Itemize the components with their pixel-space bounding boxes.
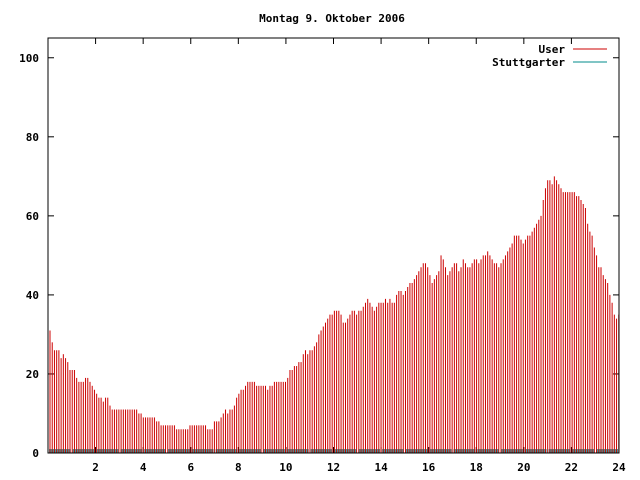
x-tick-label: 6 [187,461,194,474]
series-user [49,176,620,453]
x-tick-label: 20 [517,461,530,474]
x-tick-label: 10 [279,461,292,474]
y-tick-label: 20 [26,368,39,381]
stuttgarter-bar [453,449,476,453]
y-tick-label: 60 [26,210,39,223]
x-tick-label: 18 [470,461,483,474]
plot-frame [47,37,620,454]
stuttgarter-bar [548,449,571,453]
stuttgarter-bar [49,449,71,453]
x-tick-label: 16 [422,461,436,474]
stuttgarter-bar [310,449,333,453]
chart-title: Montag 9. Oktober 2006 [259,12,405,25]
y-axis: 0 20 40 60 80 100 [19,52,619,460]
stuttgarter-bar [191,449,214,453]
x-tick-label: 14 [374,461,388,474]
y-tick-label: 40 [26,289,39,302]
y-tick-label: 80 [26,131,39,144]
x-tick-label: 12 [327,461,340,474]
stuttgarter-bar [596,449,618,453]
x-tick-label: 24 [612,461,626,474]
y-tick-label: 0 [32,447,39,460]
legend-label-stuttgarter: Stuttgarter [492,56,565,69]
stuttgarter-bar [382,449,404,453]
stuttgarter-bar [120,449,143,453]
legend: User Stuttgarter [492,43,607,69]
x-tick-label: 4 [140,461,147,474]
stuttgarter-bar [144,449,166,453]
x-tick-label: 22 [565,461,578,474]
stuttgarter-bar [358,449,381,453]
x-tick-label: 2 [92,461,99,474]
x-tick-label: 8 [235,461,242,474]
stuttgarter-bar [215,449,238,453]
stuttgarter-bar [524,449,547,453]
y-tick-label: 100 [19,52,39,65]
legend-label-user: User [539,43,566,56]
stuttgarter-bar [286,449,309,453]
